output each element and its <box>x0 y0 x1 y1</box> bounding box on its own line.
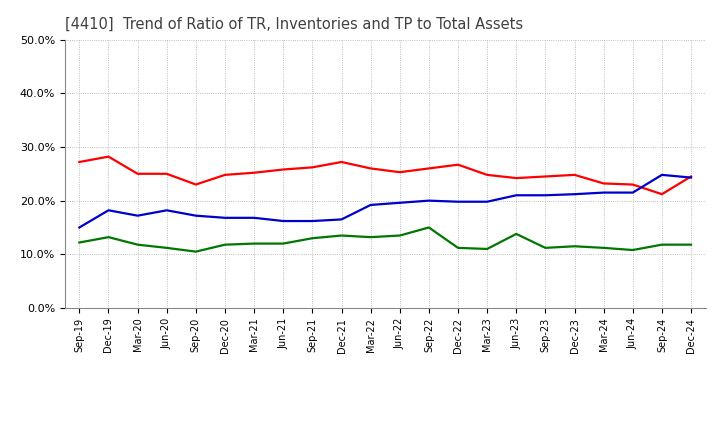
Trade Receivables <box>366 166 375 171</box>
Trade Receivables <box>687 174 696 179</box>
Trade Payables <box>104 235 113 240</box>
Trade Receivables <box>308 165 317 170</box>
Trade Payables <box>133 242 142 247</box>
Trade Receivables <box>541 174 550 179</box>
Trade Receivables <box>425 166 433 171</box>
Trade Receivables <box>279 167 287 172</box>
Trade Payables <box>541 245 550 250</box>
Trade Receivables <box>163 171 171 176</box>
Trade Payables <box>483 246 492 252</box>
Trade Receivables <box>512 176 521 181</box>
Trade Payables <box>366 235 375 240</box>
Inventories <box>425 198 433 203</box>
Trade Receivables <box>220 172 229 177</box>
Inventories <box>75 225 84 230</box>
Trade Payables <box>687 242 696 247</box>
Inventories <box>104 208 113 213</box>
Inventories <box>366 202 375 208</box>
Trade Receivables <box>395 169 404 175</box>
Inventories <box>629 190 637 195</box>
Inventories <box>570 191 579 197</box>
Trade Receivables <box>570 172 579 177</box>
Trade Payables <box>220 242 229 247</box>
Inventories <box>133 213 142 218</box>
Inventories <box>599 190 608 195</box>
Trade Receivables <box>629 182 637 187</box>
Trade Receivables <box>337 159 346 165</box>
Inventories <box>454 199 462 204</box>
Trade Payables <box>425 225 433 230</box>
Trade Payables <box>192 249 200 254</box>
Trade Receivables <box>483 172 492 177</box>
Trade Payables <box>570 244 579 249</box>
Inventories <box>687 175 696 180</box>
Trade Receivables <box>454 162 462 167</box>
Inventories <box>250 215 258 220</box>
Inventories <box>308 218 317 224</box>
Trade Payables <box>163 245 171 250</box>
Trade Payables <box>454 245 462 250</box>
Inventories <box>192 213 200 218</box>
Inventories <box>541 193 550 198</box>
Text: [4410]  Trend of Ratio of TR, Inventories and TP to Total Assets: [4410] Trend of Ratio of TR, Inventories… <box>65 16 523 32</box>
Trade Payables <box>308 235 317 241</box>
Trade Payables <box>395 233 404 238</box>
Trade Payables <box>512 231 521 237</box>
Trade Payables <box>629 247 637 253</box>
Trade Payables <box>75 240 84 245</box>
Inventories <box>657 172 666 177</box>
Trade Receivables <box>657 191 666 197</box>
Trade Payables <box>279 241 287 246</box>
Line: Trade Receivables: Trade Receivables <box>79 157 691 194</box>
Trade Receivables <box>250 170 258 176</box>
Trade Payables <box>337 233 346 238</box>
Trade Payables <box>657 242 666 247</box>
Trade Payables <box>250 241 258 246</box>
Trade Receivables <box>133 171 142 176</box>
Inventories <box>337 217 346 222</box>
Inventories <box>483 199 492 204</box>
Line: Trade Payables: Trade Payables <box>79 227 691 252</box>
Trade Receivables <box>599 181 608 186</box>
Trade Receivables <box>192 182 200 187</box>
Inventories <box>512 193 521 198</box>
Trade Receivables <box>104 154 113 159</box>
Inventories <box>163 208 171 213</box>
Line: Inventories: Inventories <box>79 175 691 227</box>
Trade Payables <box>599 245 608 250</box>
Inventories <box>279 218 287 224</box>
Trade Receivables <box>75 159 84 165</box>
Inventories <box>395 200 404 205</box>
Inventories <box>220 215 229 220</box>
